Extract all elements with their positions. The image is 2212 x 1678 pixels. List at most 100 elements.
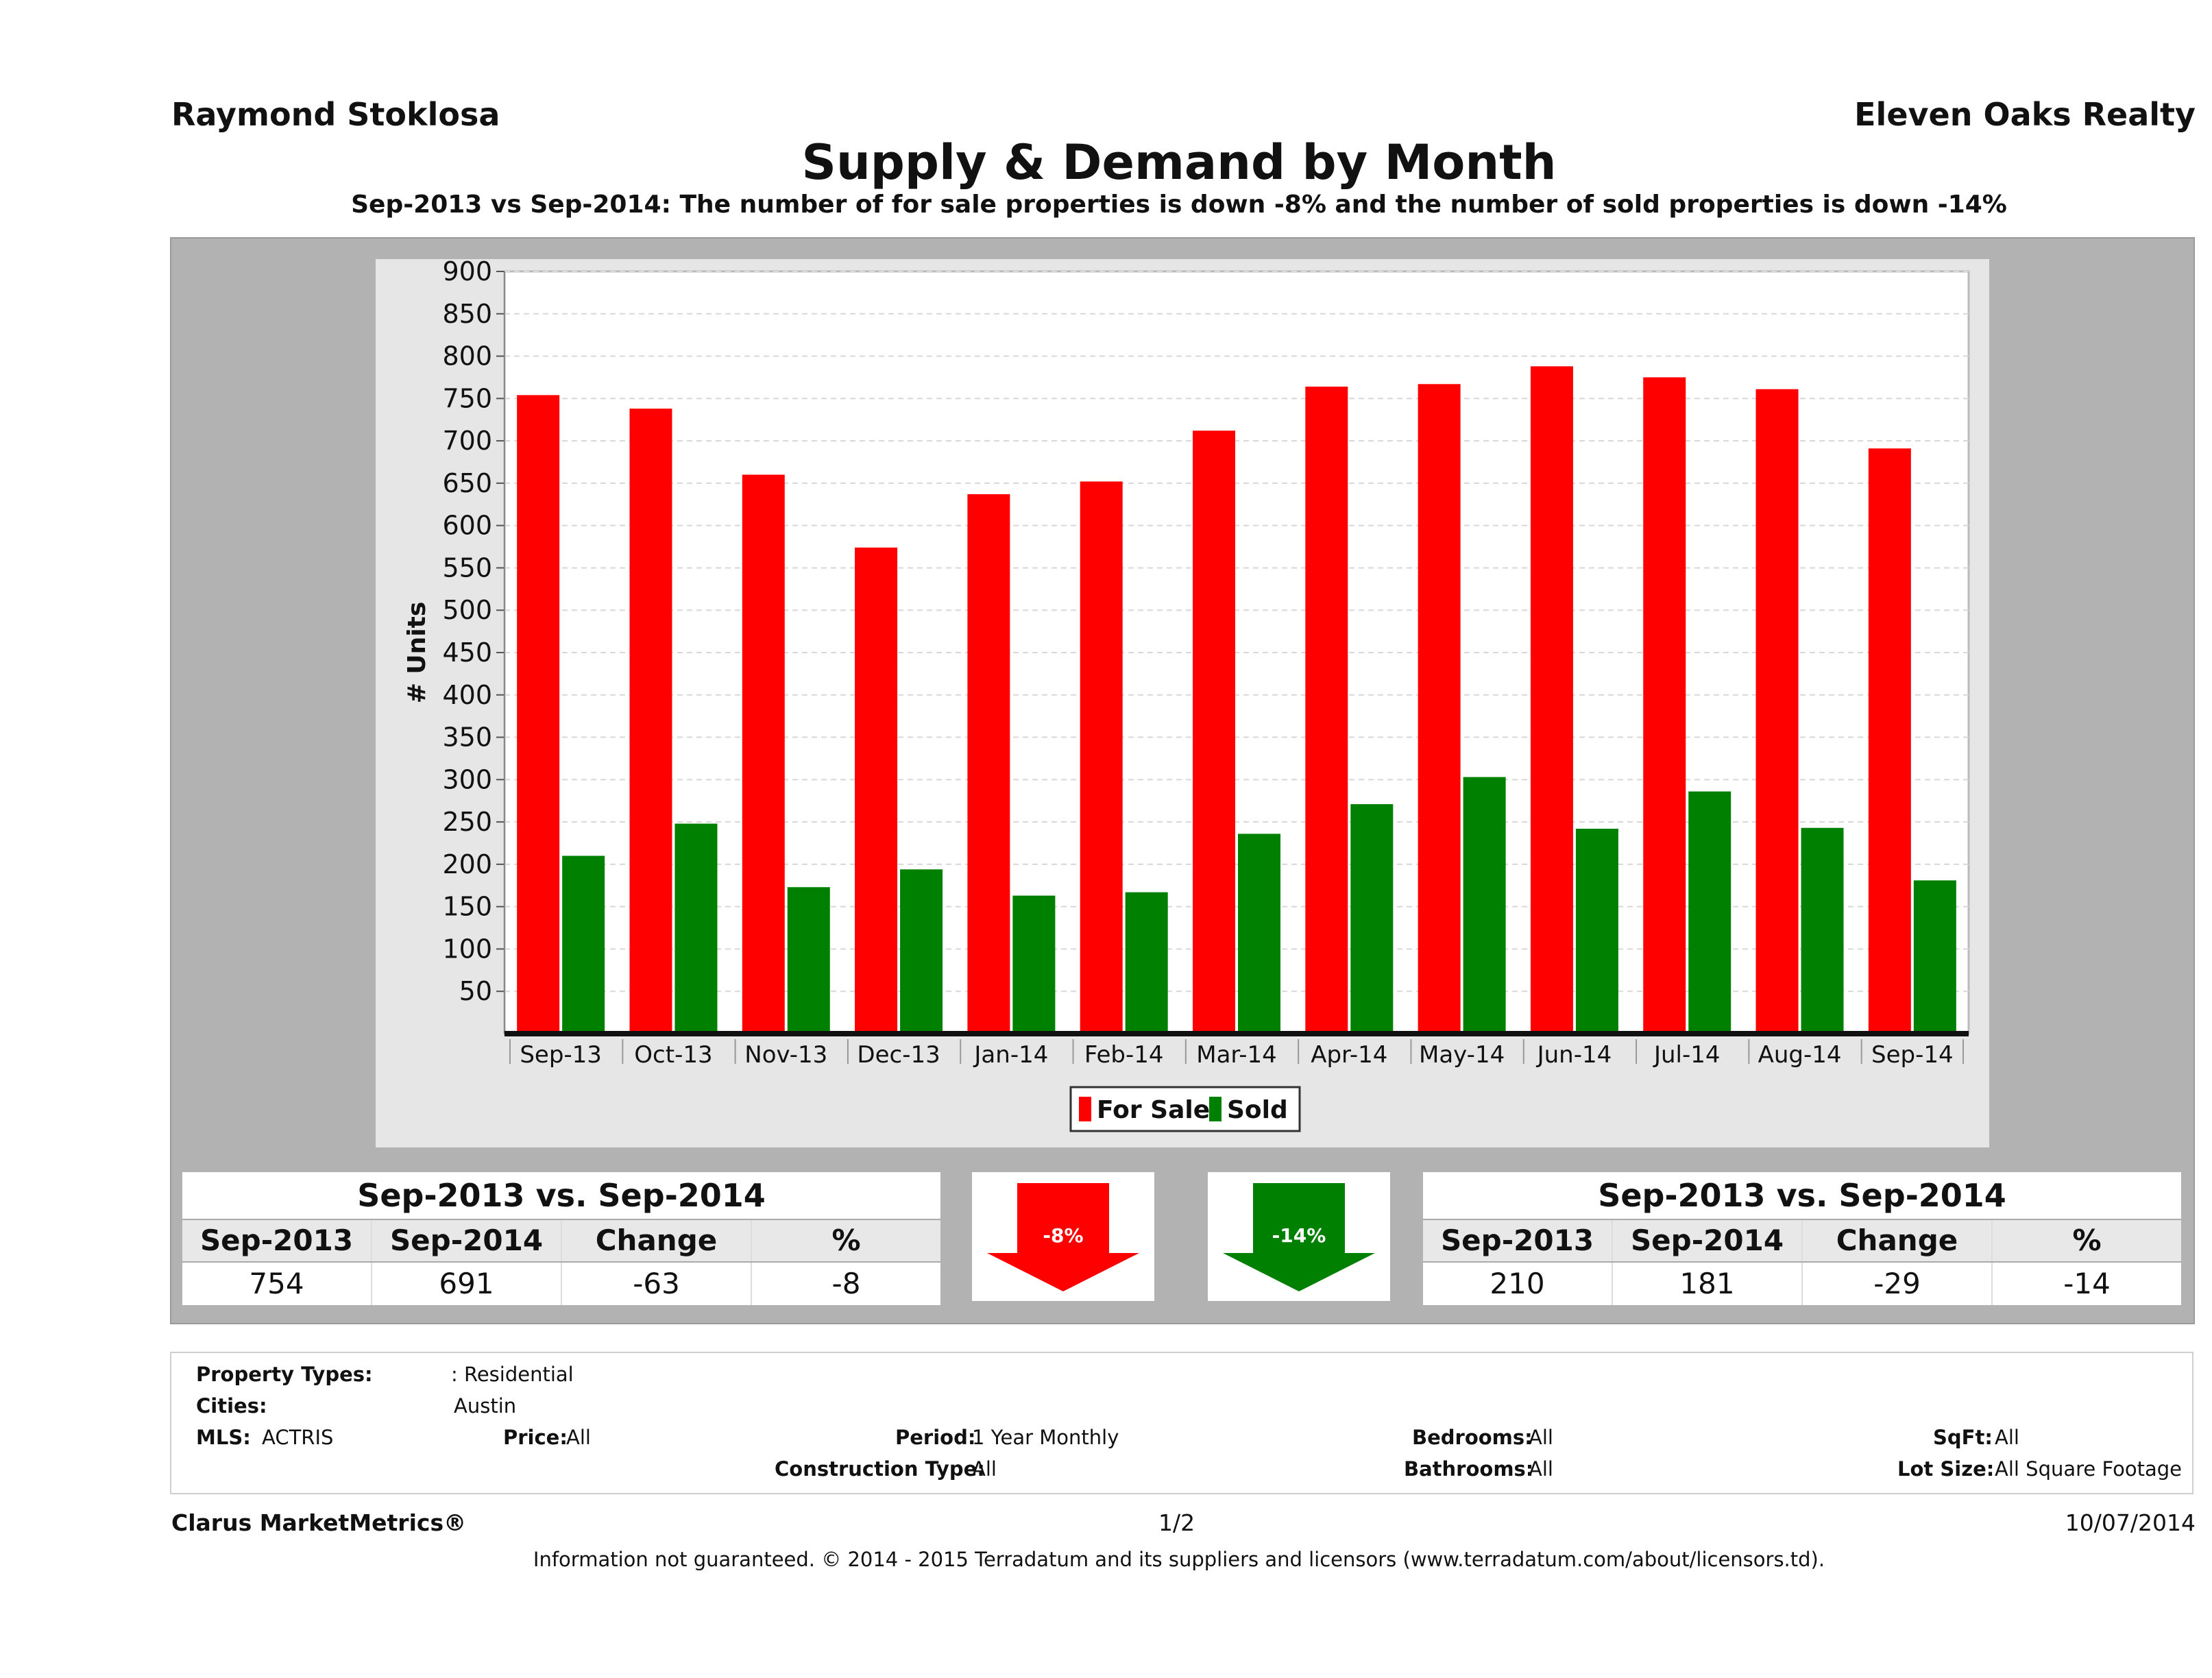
x-tick-label: Dec-13	[857, 1041, 940, 1069]
report-date: 10/07/2014	[2065, 1509, 2196, 1536]
arrow-down-icon: -14%	[1223, 1183, 1375, 1291]
forsale-bar	[1418, 384, 1461, 1034]
forsale-table-row: 754 691 -63 -8	[182, 1263, 940, 1305]
sold-bar	[1125, 892, 1168, 1034]
legend	[1069, 1086, 1301, 1132]
lotsize-value: All Square Footage	[1995, 1457, 2183, 1481]
y-tick-label: 100	[442, 934, 492, 964]
forsale-col-header: Sep-2014	[372, 1220, 562, 1261]
disclaimer: Information not guaranteed. © 2014 - 201…	[533, 1548, 1825, 1571]
forsale-cell: -8	[831, 1267, 861, 1300]
forsale-bar	[1193, 430, 1235, 1034]
y-axis-label: # Units	[403, 602, 431, 704]
x-tick-label: Jun-14	[1536, 1041, 1612, 1069]
x-tick-label: Oct-13	[634, 1041, 712, 1069]
page-subtitle: Sep-2013 vs Sep-2014: The number of for …	[351, 191, 2007, 219]
construction-value: All	[972, 1457, 997, 1481]
y-tick-label: 250	[442, 807, 492, 837]
x-tick-label: Mar-14	[1196, 1041, 1277, 1069]
cities-value: Austin	[454, 1394, 517, 1418]
forsale-cell: 754	[182, 1263, 372, 1305]
legend-swatch	[1079, 1097, 1091, 1121]
sold-col-header: Change	[1803, 1220, 1993, 1261]
construction-label: Construction Type:	[775, 1457, 985, 1481]
property-types-value: : Residential	[451, 1363, 574, 1386]
forsale-bar	[1643, 377, 1686, 1034]
forsale-bar	[1530, 366, 1573, 1034]
sold-table-header: Sep-2013 Sep-2014 Change %	[1423, 1220, 2181, 1263]
x-tick-label: Sep-13	[520, 1041, 602, 1069]
y-tick-label: 50	[459, 976, 492, 1006]
x-tick-label: Apr-14	[1311, 1041, 1387, 1069]
sold-cell: 210	[1423, 1263, 1613, 1305]
sold-bar	[1463, 777, 1506, 1034]
x-tick-label: May-14	[1419, 1041, 1505, 1069]
y-tick-label: 200	[442, 849, 492, 879]
y-tick-label: 600	[442, 511, 492, 541]
sold-col-header: Sep-2014	[1613, 1220, 1803, 1261]
forsale-bar	[1080, 481, 1123, 1034]
forsale-table-header: Sep-2013 Sep-2014 Change %	[182, 1220, 940, 1263]
y-tick-label: 700	[442, 426, 492, 456]
y-tick-label: 750	[442, 383, 492, 413]
sold-bar	[1238, 834, 1280, 1034]
sold-cell: -14	[2063, 1267, 2111, 1300]
bedrooms-value: All	[1529, 1426, 1553, 1449]
bar-chart: 50 100 150 200 250 300 350 400 450 500 550 600 650 70…	[403, 256, 1970, 1132]
sold-change-label: -14%	[1272, 1224, 1326, 1247]
y-tick-label: 850	[442, 299, 492, 329]
y-tick-label: 450	[442, 637, 492, 668]
forsale-bar	[742, 474, 785, 1034]
forsale-bar	[855, 547, 898, 1034]
bathrooms-value: All	[1529, 1457, 1553, 1481]
sqft-value: All	[1995, 1426, 2019, 1449]
chart-container: 50 100 150 200 250 300 350 400 450 500 550 600 650 70…	[376, 256, 1989, 1147]
x-tick-label: Aug-14	[1758, 1041, 1842, 1069]
forsale-table-title: Sep-2013 vs. Sep-2014	[182, 1172, 940, 1220]
page-title: Supply & Demand by Month	[801, 134, 1557, 191]
legend-swatch	[1209, 1097, 1222, 1121]
bedrooms-label: Bedrooms:	[1412, 1426, 1533, 1449]
sold-bar	[900, 869, 943, 1034]
sold-bar	[787, 887, 830, 1034]
sold-table-row: 210 181 -29 -14	[1423, 1263, 2181, 1305]
x-tick-label: Feb-14	[1084, 1041, 1164, 1069]
x-tick-label: Jan-14	[973, 1041, 1048, 1069]
y-tick-label: 900	[442, 259, 492, 287]
y-tick-label: 650	[442, 468, 492, 498]
agent-name: Raymond Stoklosa	[171, 96, 500, 133]
sold-bar	[674, 823, 718, 1034]
y-tick-label: 550	[442, 552, 492, 583]
lotsize-label: Lot Size:	[1897, 1457, 1995, 1481]
period-label: Period:	[895, 1426, 976, 1449]
x-tick-label: Sep-14	[1871, 1041, 1954, 1069]
sold-col-header: %	[2072, 1224, 2102, 1257]
sold-bar	[562, 855, 605, 1034]
period-value: 1 Year Monthly	[972, 1426, 1119, 1449]
bathrooms-label: Bathrooms:	[1404, 1457, 1534, 1481]
price-value: All	[566, 1426, 591, 1449]
sqft-label: SqFt:	[1933, 1426, 1993, 1449]
forsale-bar	[517, 395, 560, 1034]
sold-cell: -29	[1803, 1263, 1993, 1305]
arrow-down-icon: -8%	[987, 1183, 1139, 1291]
legend-label: Sold	[1227, 1096, 1288, 1124]
forsale-col-header: Sep-2013	[182, 1220, 372, 1261]
forsale-col-header: Change	[562, 1220, 752, 1261]
forsale-change-label: -8%	[1043, 1224, 1083, 1247]
forsale-bar	[629, 409, 672, 1034]
sold-bar	[1801, 827, 1844, 1034]
y-tick-label: 150	[442, 892, 492, 922]
x-tick-label: Nov-13	[744, 1041, 827, 1069]
sold-bar	[1688, 791, 1731, 1034]
criteria-box: Property Types: : Residential Cities: Au…	[170, 1352, 2193, 1494]
forsale-bar	[1868, 448, 1911, 1034]
cities-label: Cities:	[196, 1394, 267, 1418]
y-tick-label: 500	[442, 595, 492, 625]
forsale-bar	[1305, 387, 1348, 1034]
mls-label: MLS:	[196, 1426, 251, 1449]
price-label: Price:	[503, 1426, 568, 1449]
sold-bar	[1913, 880, 1956, 1034]
forsale-summary-table: Sep-2013 vs. Sep-2014 Sep-2013 Sep-2014 …	[182, 1172, 940, 1305]
forsale-col-header: %	[831, 1224, 861, 1257]
